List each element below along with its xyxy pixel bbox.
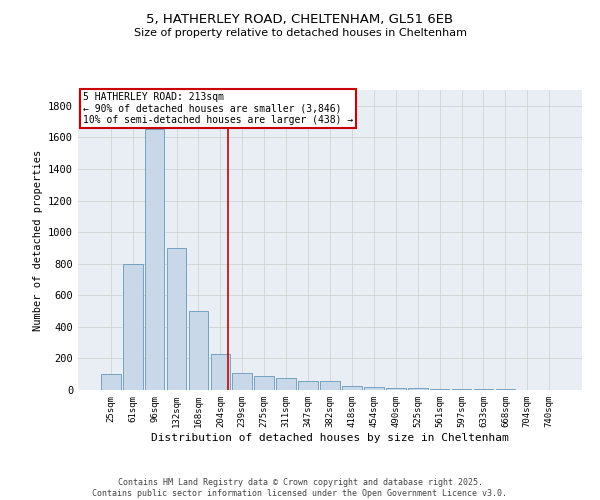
- Text: 5, HATHERLEY ROAD, CHELTENHAM, GL51 6EB: 5, HATHERLEY ROAD, CHELTENHAM, GL51 6EB: [146, 12, 454, 26]
- Bar: [276, 378, 296, 390]
- Text: Contains HM Land Registry data © Crown copyright and database right 2025.
Contai: Contains HM Land Registry data © Crown c…: [92, 478, 508, 498]
- Y-axis label: Number of detached properties: Number of detached properties: [32, 150, 43, 330]
- Bar: [211, 354, 230, 390]
- Bar: [473, 389, 493, 390]
- Bar: [364, 387, 384, 390]
- Text: 5 HATHERLEY ROAD: 213sqm
← 90% of detached houses are smaller (3,846)
10% of sem: 5 HATHERLEY ROAD: 213sqm ← 90% of detach…: [83, 92, 353, 124]
- Bar: [101, 374, 121, 390]
- Bar: [254, 376, 274, 390]
- Bar: [232, 372, 252, 390]
- Bar: [167, 248, 187, 390]
- Bar: [145, 130, 164, 390]
- Bar: [320, 382, 340, 390]
- Text: Size of property relative to detached houses in Cheltenham: Size of property relative to detached ho…: [133, 28, 467, 38]
- Bar: [452, 389, 472, 390]
- Bar: [298, 380, 318, 390]
- Bar: [408, 388, 428, 390]
- X-axis label: Distribution of detached houses by size in Cheltenham: Distribution of detached houses by size …: [151, 432, 509, 442]
- Bar: [123, 264, 143, 390]
- Bar: [188, 311, 208, 390]
- Bar: [430, 388, 449, 390]
- Bar: [342, 386, 362, 390]
- Bar: [386, 388, 406, 390]
